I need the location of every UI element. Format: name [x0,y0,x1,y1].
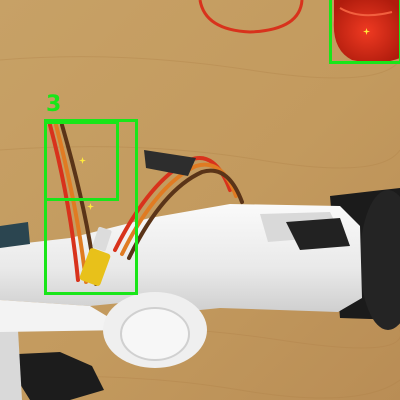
center-point-marker [87,203,94,210]
bounding-box-wires-outer [44,119,138,295]
servo-wires [48,123,244,286]
center-point-marker [363,28,370,35]
rubber-band [198,0,304,34]
black-bracket [18,352,104,400]
bounding-box-wires-inner [44,121,119,201]
center-point-marker [79,157,86,164]
bounding-box-label: 3 [46,92,62,117]
yellow-connector [79,248,111,286]
